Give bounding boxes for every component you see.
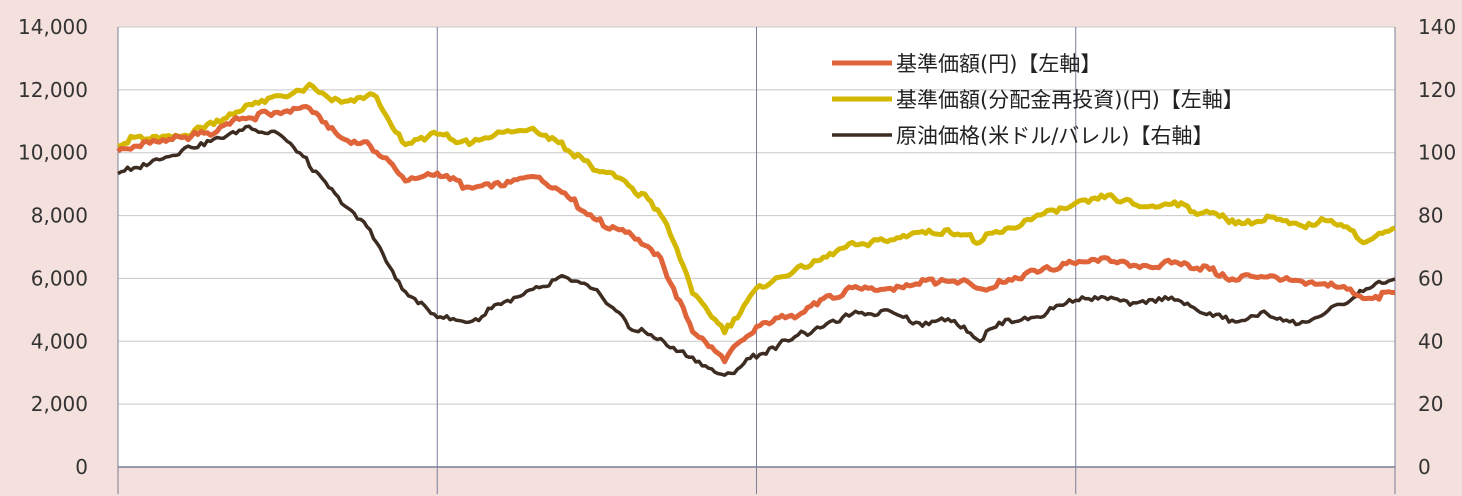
grid [117,26,1396,494]
legend-label: 基準価額(分配金再投資)(円)【左軸】 [896,88,1244,112]
right-tick-label: 60 [1418,266,1443,290]
right-tick-label: 80 [1418,204,1443,228]
left-tick-label: 0 [75,455,88,479]
left-tick-label: 6,000 [31,266,88,290]
left-tick-label: 14,000 [18,15,88,39]
right-tick-label: 0 [1418,455,1431,479]
right-tick-label: 100 [1418,141,1456,165]
legend-label: 原油価格(米ドル/バレル)【右軸】 [896,124,1213,148]
legend: 基準価額(円)【左軸】基準価額(分配金再投資)(円)【左軸】原油価格(米ドル/バ… [832,52,1244,148]
series-line-2 [117,81,1397,336]
series-line-1 [116,104,1395,365]
left-tick-label: 2,000 [31,392,88,416]
left-tick-label: 10,000 [18,141,88,165]
right-tick-label: 140 [1418,15,1456,39]
left-tick-label: 8,000 [31,204,88,228]
series-line-3 [117,124,1396,377]
right-tick-label: 20 [1418,392,1443,416]
right-tick-label: 40 [1418,329,1443,353]
legend-label: 基準価額(円)【左軸】 [896,52,1101,76]
right-axis-ticks: 0 20 40 60 80 100 120 140 [1418,15,1456,479]
right-tick-label: 120 [1418,78,1456,102]
left-tick-label: 4,000 [31,329,88,353]
left-tick-label: 12,000 [18,78,88,102]
left-axis-ticks: 0 2,000 4,000 6,000 8,000 10,000 12,000 14,000 [18,15,88,479]
series-lines [116,81,1397,377]
